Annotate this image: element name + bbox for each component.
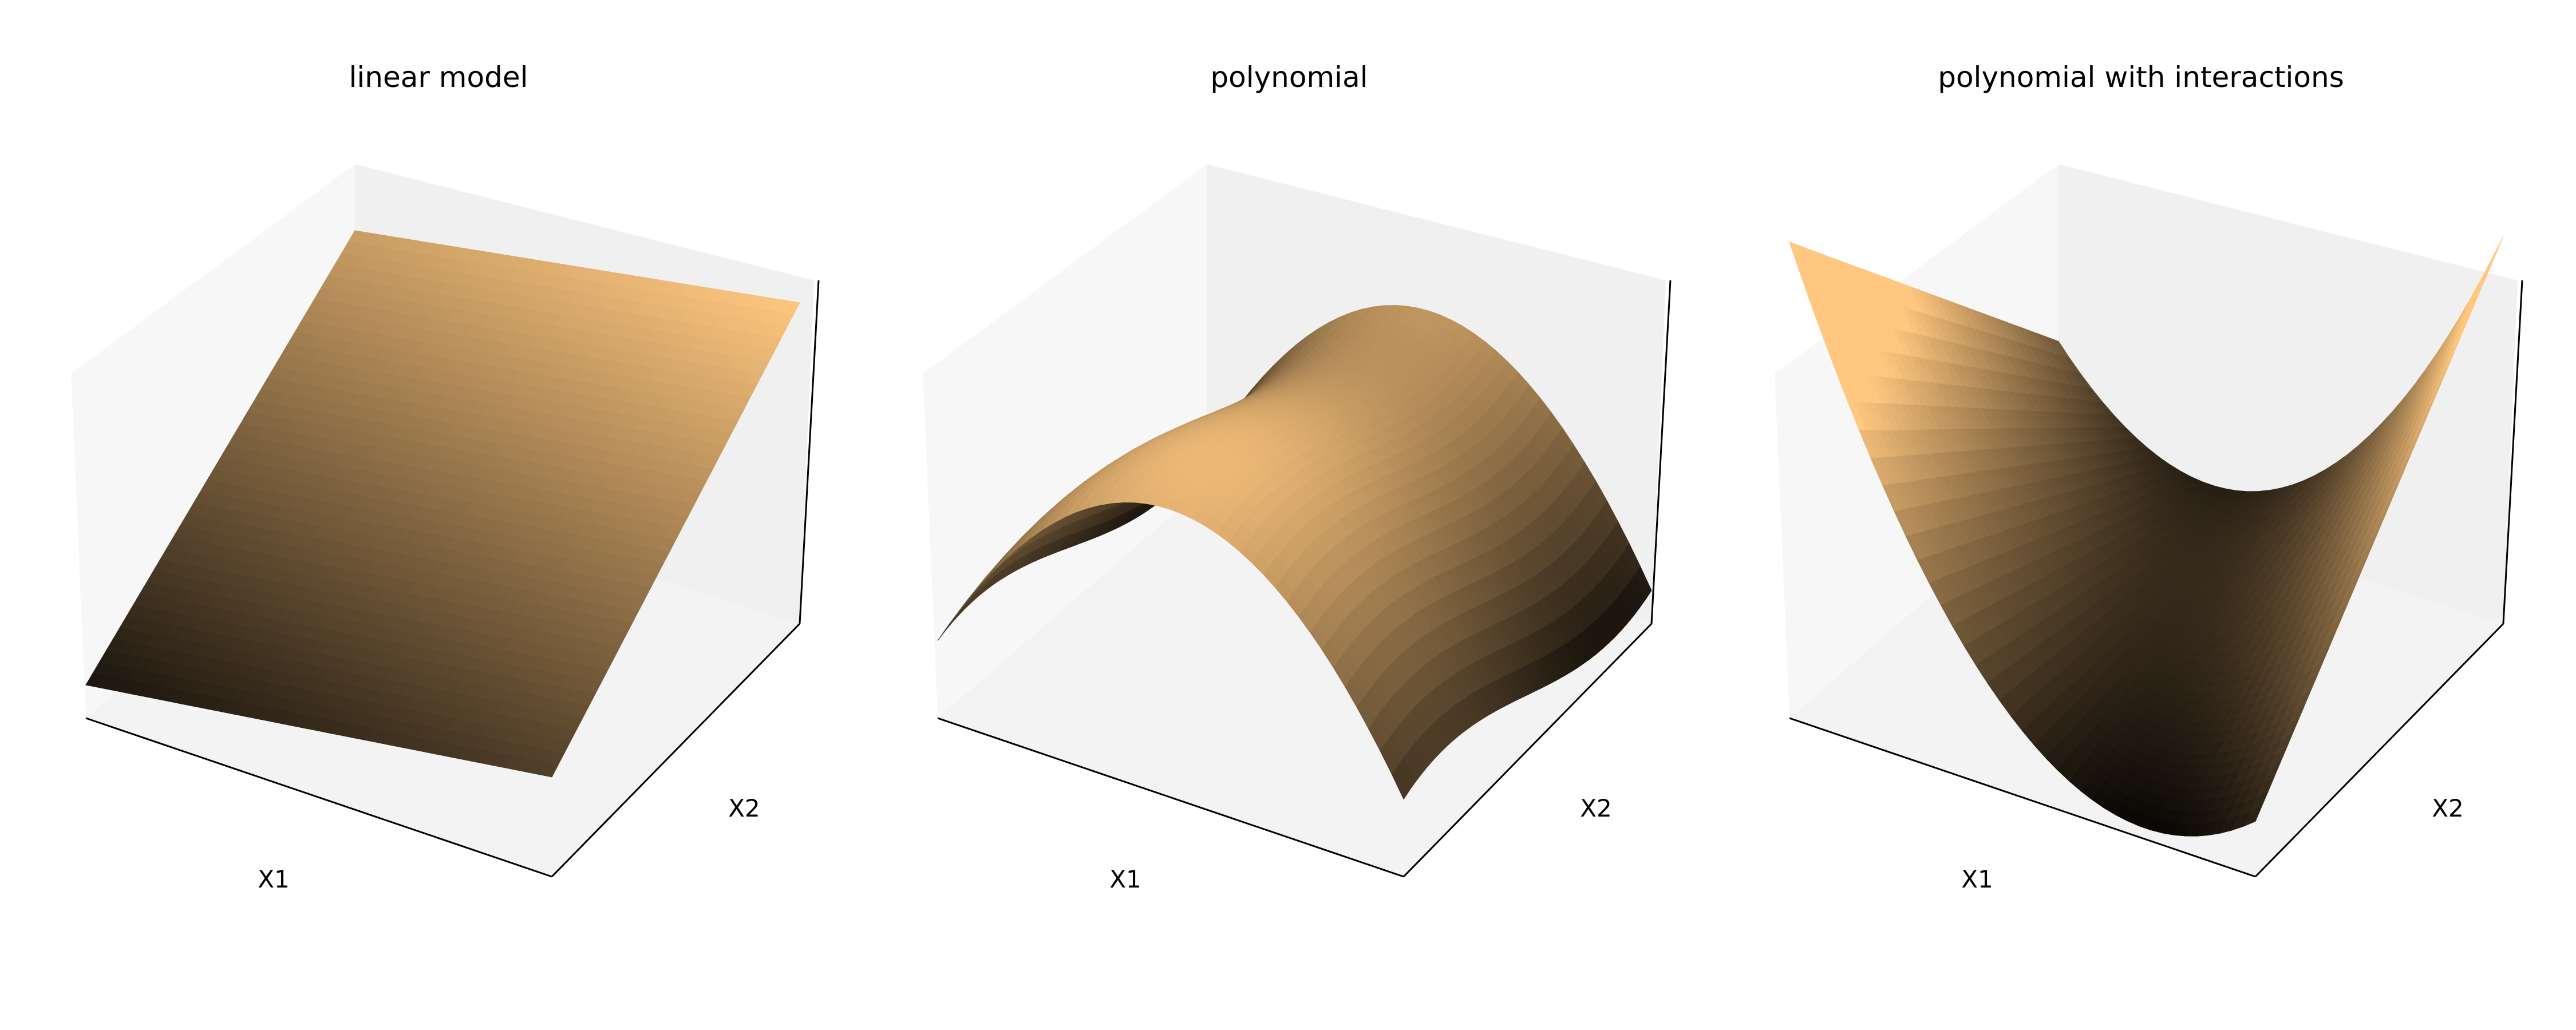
x2-axis-line <box>551 623 801 878</box>
x1-axis-label: X1 <box>258 865 290 893</box>
subplot-linear-model: linear model X1 X2 <box>71 61 820 893</box>
x1-axis-label: X1 <box>1109 865 1141 893</box>
chart-title: polynomial <box>1210 61 1368 94</box>
x2-axis-label: X2 <box>1580 794 1612 822</box>
chart-title: linear model <box>349 61 528 94</box>
subplot-polynomial: polynomial X1 X2 <box>923 61 1672 893</box>
x1-axis-line <box>85 717 552 878</box>
x2-axis-line <box>1402 623 1653 878</box>
x1-axis-label: X1 <box>1961 865 1993 893</box>
x1-axis-line <box>937 717 1404 878</box>
x2-axis-label: X2 <box>2432 794 2464 822</box>
z-axis-line <box>1650 280 1672 624</box>
subplot-polynomial-with-interactions: polynomial with interactions X1 X2 <box>1775 61 2523 893</box>
pane-left <box>71 164 355 718</box>
chart-title: polynomial with interactions <box>1938 61 2344 94</box>
surface <box>85 230 800 778</box>
z-axis-line <box>799 280 820 624</box>
x2-axis-label: X2 <box>728 794 760 822</box>
surface <box>937 304 1652 800</box>
surface-facet <box>539 762 559 778</box>
